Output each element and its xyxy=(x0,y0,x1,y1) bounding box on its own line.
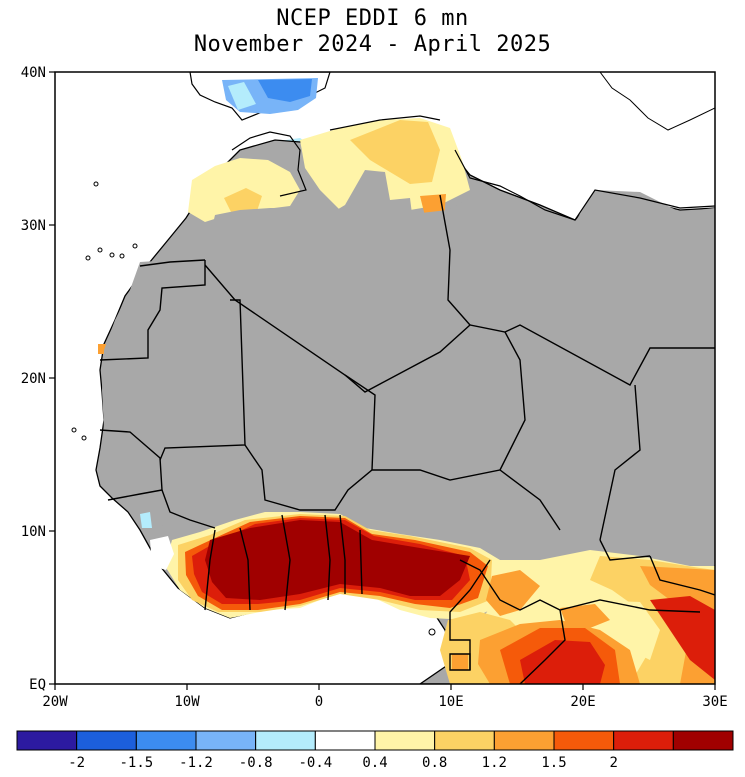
lat-label-10n: 10N xyxy=(21,524,46,540)
guinea-darkred xyxy=(205,520,470,600)
colorbar-swatch xyxy=(553,730,615,751)
lat-ticks xyxy=(49,71,55,685)
lon-label-20w: 20W xyxy=(42,694,68,710)
islands xyxy=(71,181,436,636)
colorbar-tick-label: -2 xyxy=(68,755,85,771)
colorbar-tick-label: 1.5 xyxy=(541,755,566,771)
colorbar-swatch xyxy=(76,730,137,751)
lon-label-30e: 30E xyxy=(702,694,727,710)
map-title-line2: November 2024 - April 2025 xyxy=(193,32,552,57)
lon-label-10w: 10W xyxy=(174,694,200,710)
colorbar-swatch xyxy=(493,730,555,751)
coastlines xyxy=(231,115,715,221)
colorbar-tick-label: 0.4 xyxy=(362,755,387,771)
colorbar: -2 -1.5 -1.2 -0.8 -0.4 0.4 0.8 1.2 1.5 2 xyxy=(16,730,734,771)
lat-label-30n: 30N xyxy=(21,218,46,234)
colorbar-swatch xyxy=(255,730,316,751)
colorbar-tick-label: 2 xyxy=(609,755,617,771)
sahara-missing xyxy=(100,170,715,565)
lat-label-40n: 40N xyxy=(21,65,46,81)
lon-label-20e: 20E xyxy=(570,694,595,710)
colorbar-swatch xyxy=(613,730,674,751)
colorbar-swatch xyxy=(16,730,78,751)
colorbar-tick-label: -0.4 xyxy=(298,755,332,771)
central-red xyxy=(520,640,605,684)
colorbar-tick-label: -0.8 xyxy=(239,755,273,771)
lon-ticks xyxy=(54,684,716,690)
colorbar-tick-label: 1.2 xyxy=(482,755,507,771)
map-field xyxy=(55,72,715,684)
lon-label-10e: 10E xyxy=(438,694,463,710)
map-title-line1: NCEP EDDI 6 mn xyxy=(276,6,469,31)
colorbar-swatch xyxy=(314,730,376,751)
lat-label-20n: 20N xyxy=(21,371,46,387)
colorbar-swatch xyxy=(195,730,257,751)
italy-greece-land xyxy=(555,72,715,131)
colorbar-swatch xyxy=(135,730,197,751)
colorbar-swatch xyxy=(672,730,734,751)
colorbar-tick-label: -1.2 xyxy=(179,755,213,771)
colorbar-tick-label: -1.5 xyxy=(119,755,153,771)
lon-label-0: 0 xyxy=(315,694,323,710)
lat-label-eq: EQ xyxy=(29,677,46,693)
colorbar-tick-label: 0.8 xyxy=(422,755,447,771)
colorbar-swatch xyxy=(434,730,495,751)
colorbar-swatch xyxy=(374,730,436,751)
country-borders xyxy=(99,194,715,684)
